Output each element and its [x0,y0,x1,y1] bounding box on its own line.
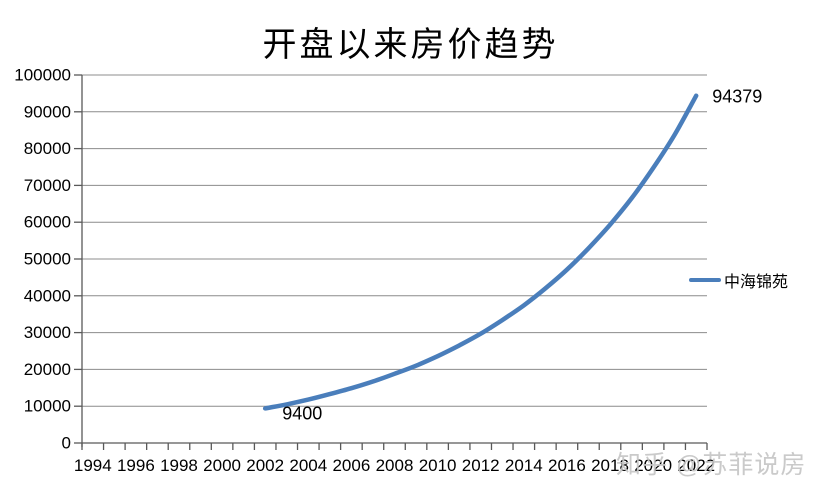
legend-label: 中海锦苑 [724,274,789,291]
legend-line-marker [689,278,721,282]
x-axis-label: 2022 [677,456,715,475]
legend: 中海锦苑 [689,268,788,292]
data-label: 9400 [282,403,322,423]
x-axis-label: 2012 [462,456,500,475]
x-axis-label: 2010 [419,456,457,475]
y-axis-label: 20000 [24,360,71,379]
x-axis-label: 1994 [74,456,112,475]
watermark-text: 知乎 @苏菲说房 [616,451,807,479]
x-axis-label: 2018 [591,456,629,475]
chart-title: 开盘以来房价趋势 [262,26,559,64]
x-axis-label: 1998 [160,456,198,475]
y-axis-label: 40000 [24,286,71,305]
x-axis-label: 2020 [634,456,672,475]
x-axis-label: 2006 [332,456,370,475]
y-axis-label: 60000 [24,213,71,232]
y-axis-label: 10000 [24,397,71,416]
x-axis-label: 2008 [376,456,414,475]
x-axis-label: 2002 [246,456,284,475]
y-axis-label: 80000 [24,139,71,158]
price-trend-line [262,93,699,411]
x-axis-label: 2000 [203,456,241,475]
x-axis-label: 2004 [289,456,327,475]
y-axis-label: 70000 [24,176,71,195]
data-label: 94379 [712,87,762,107]
x-axis-label: 2014 [505,456,543,475]
y-axis-label: 0 [62,434,71,453]
x-axis-label: 1996 [117,456,155,475]
y-axis-label: 100000 [14,66,71,85]
y-axis-label: 50000 [24,250,71,269]
x-axis-label: 2016 [548,456,586,475]
y-axis-label: 30000 [24,323,71,342]
y-axis-label: 90000 [24,102,71,121]
